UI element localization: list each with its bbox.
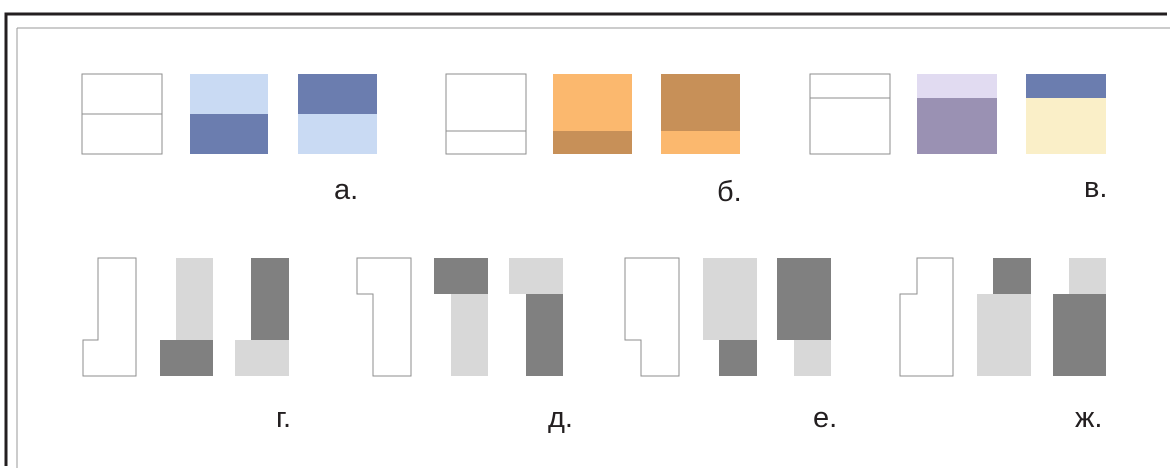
group-d-outline xyxy=(356,257,412,377)
label-a: а. xyxy=(334,174,359,206)
frame-border xyxy=(4,12,1167,466)
group-g xyxy=(82,257,289,377)
group-e-dark-body xyxy=(777,258,831,376)
group-a-light-top xyxy=(190,74,268,154)
group-zh-dark-cap xyxy=(977,258,1031,376)
label-d: д. xyxy=(548,402,573,434)
label-g: г. xyxy=(276,402,292,434)
group-b-dark-top xyxy=(661,74,740,154)
group-a-outline xyxy=(81,73,163,155)
group-a-dark-top xyxy=(298,74,377,154)
group-v-outline xyxy=(809,73,891,155)
group-b xyxy=(445,73,740,155)
group-v-lavender xyxy=(917,74,997,154)
group-b-outline xyxy=(445,73,527,155)
label-b: б. xyxy=(717,176,742,208)
group-zh xyxy=(899,257,1106,377)
label-e: е. xyxy=(813,402,838,434)
label-v: в. xyxy=(1084,172,1108,204)
group-d xyxy=(356,257,563,377)
group-g-outline xyxy=(82,257,137,377)
label-zh: ж. xyxy=(1075,402,1103,434)
group-g-dark-column xyxy=(235,258,289,376)
group-zh-outline xyxy=(899,257,954,377)
group-v xyxy=(809,73,1106,155)
group-zh-light-cap xyxy=(1053,258,1106,376)
group-g-light-column xyxy=(160,258,213,376)
group-d-light-head xyxy=(509,258,563,376)
group-e xyxy=(624,257,831,377)
group-d-dark-head xyxy=(434,258,488,376)
group-e-light-body xyxy=(703,258,757,376)
group-b-light-top xyxy=(553,74,632,154)
group-e-outline xyxy=(624,257,680,377)
group-v-blue-cream xyxy=(1026,74,1106,154)
group-a xyxy=(81,73,377,155)
